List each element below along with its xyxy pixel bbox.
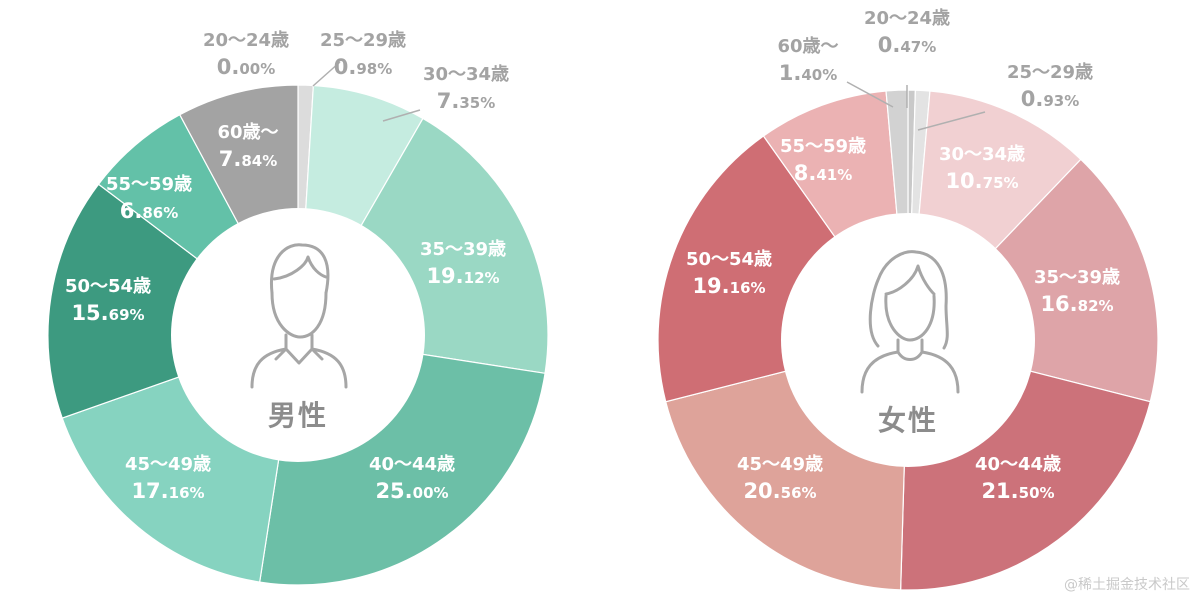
- slice-age-label: 35～39歳: [420, 239, 506, 260]
- watermark: @稀土掘金技术社区: [1064, 577, 1190, 593]
- slice-percent-dec: 75%: [983, 174, 1019, 192]
- slice-percent-dec: 56%: [781, 484, 817, 502]
- slice-percent-label: 6.86%: [120, 199, 179, 223]
- male-person-icon: [250, 243, 348, 389]
- slice-percent-label: 10.75%: [945, 169, 1018, 193]
- slice-percent-int: 8.: [794, 161, 817, 185]
- slice-percent-int: 10.: [945, 169, 982, 193]
- slice-percent-int: 16.: [1040, 292, 1077, 316]
- slice-percent-int: 21.: [981, 479, 1018, 503]
- donut-hole: [171, 208, 425, 462]
- slice-percent-int: 7.: [437, 89, 460, 113]
- slice-percent-label: 15.69%: [71, 301, 144, 325]
- slice-percent-int: 15.: [71, 301, 108, 325]
- slice-age-label: 55～59歳: [106, 174, 192, 195]
- slice-percent-dec: 47%: [900, 38, 936, 56]
- center-label: 女性: [878, 404, 938, 437]
- slice-percent-int: 0.: [334, 55, 357, 79]
- slice-percent-label: 16.82%: [1040, 292, 1113, 316]
- slice-percent-label: 19.16%: [692, 274, 765, 298]
- slice-percent-dec: 93%: [1043, 92, 1079, 110]
- slice-age-label: 60歳～: [777, 36, 838, 57]
- slice-percent-dec: 16%: [169, 484, 205, 502]
- leader-line: [382, 109, 421, 122]
- slice-percent-label: 20.56%: [743, 479, 816, 503]
- slice-percent-int: 0.: [878, 33, 901, 57]
- slice-percent-label: 8.41%: [794, 161, 853, 185]
- slice-percent-dec: 16%: [730, 279, 766, 297]
- slice-percent-dec: 84%: [241, 152, 277, 170]
- slice-percent-dec: 82%: [1078, 297, 1114, 315]
- slice-age-label: 35～39歳: [1034, 267, 1120, 288]
- slice-percent-dec: 86%: [142, 204, 178, 222]
- slice-age-label: 60歳～: [217, 122, 278, 143]
- slice-percent-int: 19.: [692, 274, 729, 298]
- leader-line: [917, 111, 986, 131]
- slice-percent-label: 19.12%: [426, 264, 499, 288]
- slice-percent-int: 25.: [375, 479, 412, 503]
- slice-percent-int: 19.: [426, 264, 463, 288]
- slice-percent-label: 21.50%: [981, 479, 1054, 503]
- center-label: 男性: [268, 399, 328, 432]
- slice-percent-dec: 00%: [413, 484, 449, 502]
- slice-percent-label: 0.00%: [217, 55, 276, 79]
- slice-percent-int: 6.: [120, 199, 143, 223]
- slice-percent-int: 0.: [1021, 87, 1044, 111]
- slice-percent-label: 1.40%: [779, 61, 838, 85]
- slice-percent-int: 17.: [131, 479, 168, 503]
- slice-percent-label: 7.35%: [437, 89, 496, 113]
- slice-percent-dec: 69%: [109, 306, 145, 324]
- slice-percent-dec: 00%: [239, 60, 275, 78]
- slice-age-label: 50～54歳: [65, 276, 151, 297]
- slice-percent-dec: 35%: [459, 94, 495, 112]
- slice-percent-label: 25.00%: [375, 479, 448, 503]
- slice-age-label: 55～59歳: [780, 136, 866, 157]
- slice-percent-dec: 12%: [464, 269, 500, 287]
- slice-percent-label: 0.98%: [334, 55, 393, 79]
- slice-percent-label: 7.84%: [219, 147, 278, 171]
- slice-percent-int: 20.: [743, 479, 780, 503]
- female-person-icon: [860, 250, 960, 394]
- pie-chart-1: 女性20～24歳0.47%25～29歳0.93%30～34歳10.75%35～3…: [657, 8, 1159, 591]
- slice-percent-int: 1.: [779, 61, 802, 85]
- pie-slice: [47, 183, 300, 419]
- leader-line: [846, 81, 894, 108]
- slice-percent-dec: 50%: [1019, 484, 1055, 502]
- slice-age-label: 25～29歳: [320, 30, 406, 51]
- slice-age-label: 20～24歳: [203, 30, 289, 51]
- slice-age-label: 40～44歳: [975, 454, 1061, 475]
- slice-age-label: 45～49歳: [125, 454, 211, 475]
- slice-percent-dec: 41%: [816, 166, 852, 184]
- slice-age-label: 50～54歳: [686, 249, 772, 270]
- slice-age-label: 30～34歳: [939, 144, 1025, 165]
- slice-percent-label: 0.93%: [1021, 87, 1080, 111]
- slice-age-label: 20～24歳: [864, 8, 950, 29]
- slice-percent-label: 17.16%: [131, 479, 204, 503]
- slice-percent-dec: 98%: [356, 60, 392, 78]
- slice-percent-dec: 40%: [801, 66, 837, 84]
- slice-age-label: 30～34歳: [423, 64, 509, 85]
- slice-percent-label: 0.47%: [878, 33, 937, 57]
- leader-line: [312, 61, 341, 87]
- slice-percent-int: 0.: [217, 55, 240, 79]
- slice-percent-int: 7.: [219, 147, 242, 171]
- slice-age-label: 25～29歳: [1007, 62, 1093, 83]
- slice-age-label: 40～44歳: [369, 454, 455, 475]
- slice-age-label: 45～49歳: [737, 454, 823, 475]
